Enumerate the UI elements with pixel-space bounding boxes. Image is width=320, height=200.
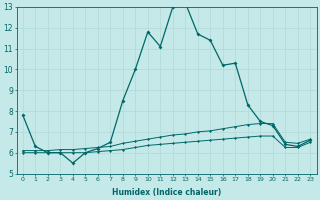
- X-axis label: Humidex (Indice chaleur): Humidex (Indice chaleur): [112, 188, 221, 197]
